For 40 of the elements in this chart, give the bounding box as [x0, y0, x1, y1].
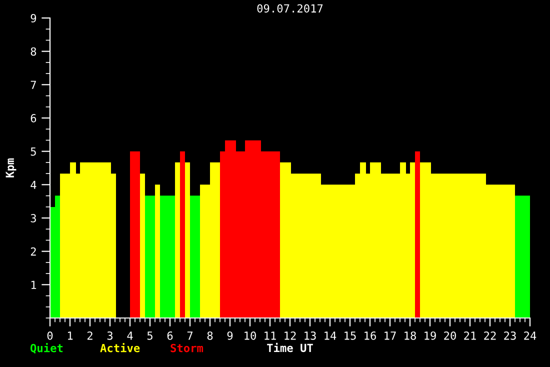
x-tick-label: 5: [147, 332, 152, 340]
y-tick-label: 7: [30, 80, 36, 89]
x-tick-label: 10: [244, 331, 256, 340]
text: Quiet: [30, 343, 63, 354]
y-tick-label: 9: [30, 14, 36, 22]
y-tick-label: 3: [30, 214, 36, 222]
x-tick-label: 3: [107, 331, 113, 340]
x-tick-label: 18: [404, 331, 416, 340]
x-tick-label: 24: [524, 331, 536, 340]
x-axis-title: Time UT: [267, 342, 313, 352]
y-tick-label: 8: [30, 47, 36, 56]
x-tick-label: 4: [127, 332, 133, 340]
x-tick-label: 17: [384, 332, 396, 340]
y-tick-label: 6: [30, 114, 36, 122]
x-tick-label: 11: [264, 332, 276, 340]
chart-title: 09.07.2017: [257, 4, 323, 13]
x-tick-label: 14: [324, 332, 336, 340]
x-tick-label: 12: [284, 331, 296, 340]
x-tick-label: 9: [227, 331, 233, 340]
x-tick-label: 22: [484, 331, 496, 340]
text: Active: [100, 343, 140, 352]
x-tick-label: 21: [464, 331, 476, 340]
x-tick-label: 15: [344, 332, 356, 340]
y-axis-title: Kpm: [6, 158, 16, 178]
x-tick-label: 7: [187, 332, 193, 340]
y-tick-label: 4: [30, 180, 36, 189]
y-tick-label: 5: [30, 147, 36, 156]
x-tick-label: 8: [207, 331, 213, 340]
x-tick-label: 13: [304, 331, 316, 340]
x-tick-label: 20: [444, 331, 456, 340]
x-tick-label: 19: [424, 331, 436, 340]
x-tick-label: 16: [364, 331, 376, 340]
x-tick-label: 2: [87, 331, 92, 340]
x-tick-label: 6: [167, 331, 173, 340]
x-tick-label: 23: [504, 331, 516, 340]
x-tick-label: 1: [68, 332, 73, 340]
y-tick-label: 1: [31, 280, 36, 289]
x-tick-label: 0: [47, 331, 53, 340]
text: Storm: [170, 344, 204, 352]
y-tick-label: 2: [30, 247, 36, 256]
